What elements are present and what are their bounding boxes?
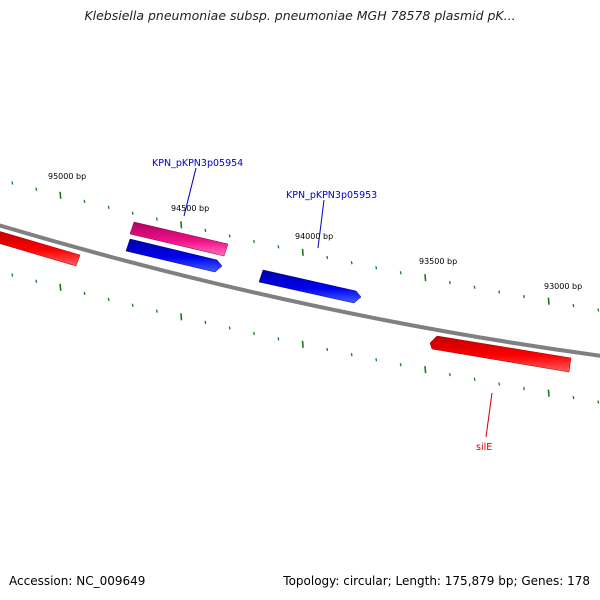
inner-tick-mark — [399, 363, 402, 367]
outer-tick-mark — [35, 187, 38, 191]
outer-tick-mark — [83, 199, 86, 204]
scale-label-93000: 93000 bp — [544, 282, 582, 291]
outer-tick-row — [11, 181, 600, 312]
gene-label-silE[interactable]: silE — [476, 442, 492, 453]
leader-line-KPN_pKPN3p05953 — [317, 199, 325, 249]
gene-arrow-blue-KPN_pKPN3p05953[interactable] — [258, 269, 362, 304]
leader-line-KPN_pKPN3p05954 — [183, 167, 197, 217]
outer-tick-mark — [326, 255, 329, 260]
inner-tick-mark — [301, 340, 304, 348]
inner-tick-mark — [350, 353, 353, 357]
outer-tick-mark — [424, 274, 427, 282]
outer-tick-mark — [448, 280, 451, 285]
outer-tick-mark — [572, 303, 575, 308]
inner-tick-mark — [131, 303, 134, 307]
outer-tick-mark — [228, 234, 231, 238]
inner-tick-mark — [523, 386, 525, 391]
outer-tick-mark — [498, 290, 501, 294]
outer-tick-mark — [107, 205, 110, 210]
outer-tick-mark — [253, 239, 255, 244]
plasmid-backbone — [0, 223, 600, 358]
leader-line-silE — [485, 392, 493, 438]
outer-tick-mark — [131, 211, 134, 215]
outer-tick-mark — [350, 261, 353, 265]
outer-tick-mark — [180, 221, 183, 229]
outer-tick-mark — [473, 285, 476, 289]
inner-tick-mark — [83, 291, 86, 296]
inner-tick-mark — [253, 331, 255, 336]
outer-tick-mark — [547, 297, 550, 305]
inner-tick-mark — [35, 279, 38, 283]
outer-tick-mark — [523, 294, 525, 299]
outer-tick-mark — [59, 191, 62, 199]
inner-tick-mark — [448, 372, 451, 377]
inner-tick-mark — [59, 283, 62, 291]
inner-tick-mark — [424, 366, 427, 374]
gene-arrow-red-silE[interactable] — [429, 335, 572, 373]
gene-arrow-red-left[interactable] — [0, 230, 81, 267]
outer-tick-mark — [204, 228, 207, 233]
inner-tick-mark — [228, 326, 231, 330]
genome-summary-text: Topology: circular; Length: 175,879 bp; … — [283, 574, 590, 588]
outer-tick-mark — [375, 266, 378, 270]
outer-tick-mark — [277, 245, 280, 249]
map-title: Klebsiella pneumoniae subsp. pneumoniae … — [84, 8, 516, 23]
inner-tick-mark — [204, 320, 207, 325]
outer-tick-mark — [155, 217, 158, 221]
inner-tick-mark — [547, 389, 550, 397]
inner-tick-mark — [597, 400, 600, 404]
scale-label-94500: 94500 bp — [171, 204, 209, 213]
inner-tick-mark — [277, 337, 280, 341]
inner-tick-row — [11, 273, 600, 404]
scale-label-93500: 93500 bp — [419, 257, 457, 266]
inner-tick-mark — [155, 309, 158, 313]
outer-tick-mark — [597, 308, 600, 312]
inner-tick-mark — [326, 347, 329, 352]
outer-tick-mark — [301, 248, 304, 256]
gene-arrow-blue-KPN_pKPN3p05954[interactable] — [125, 238, 223, 273]
inner-tick-mark — [572, 395, 575, 400]
inner-tick-mark — [375, 358, 378, 362]
outer-tick-mark — [11, 181, 14, 185]
inner-tick-mark — [11, 273, 14, 277]
inner-tick-mark — [107, 297, 110, 302]
inner-tick-mark — [180, 313, 183, 321]
scale-label-94000: 94000 bp — [295, 232, 333, 241]
scale-label-95000: 95000 bp — [48, 172, 86, 181]
inner-tick-mark — [498, 382, 501, 386]
outer-tick-mark — [399, 271, 402, 275]
gene-arrow-pink-KPN_pKPN3p05954[interactable] — [129, 221, 229, 257]
inner-tick-mark — [473, 377, 476, 381]
accession-text: Accession: NC_009649 — [9, 574, 146, 588]
gene-label-KPN_pKPN3p05953[interactable]: KPN_pKPN3p05953 — [286, 190, 377, 201]
gene-label-KPN_pKPN3p05954[interactable]: KPN_pKPN3p05954 — [152, 158, 243, 169]
